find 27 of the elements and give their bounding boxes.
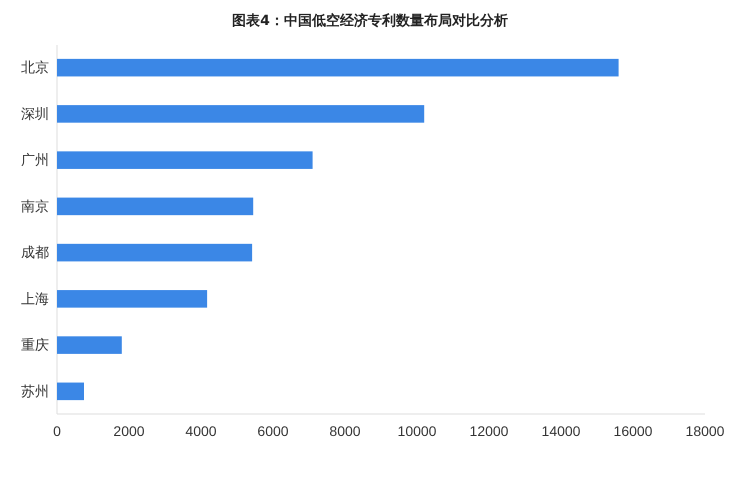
bar [57,290,208,308]
x-tick-label: 2000 [113,422,145,439]
y-tick-label: 北京 [21,59,49,76]
x-tick-label: 12000 [470,422,509,439]
bar [57,151,313,169]
x-tick-label: 4000 [185,422,217,439]
bar [57,105,424,123]
bar [57,382,84,400]
bar [57,198,254,216]
bar [57,244,252,262]
y-tick-label: 南京 [21,198,49,214]
x-tick-label: 14000 [542,422,581,439]
x-tick-label: 0 [53,422,62,439]
x-tick-label: 6000 [257,422,289,439]
y-tick-label: 重庆 [21,336,49,353]
y-tick-label: 成都 [21,244,49,260]
y-tick-label: 深圳 [21,105,49,122]
x-tick-label: 8000 [329,422,361,439]
y-tick-label: 苏州 [21,382,49,399]
x-tick-label: 16000 [614,422,653,439]
x-tick-label: 18000 [686,422,725,439]
bar [57,58,619,76]
y-tick-label: 广州 [21,152,49,168]
bar [57,336,122,354]
x-tick-label: 10000 [398,422,437,439]
y-tick-label: 上海 [21,290,49,306]
chart-title: 图表4：中国低空经济专利数量布局对比分析 [232,12,508,29]
